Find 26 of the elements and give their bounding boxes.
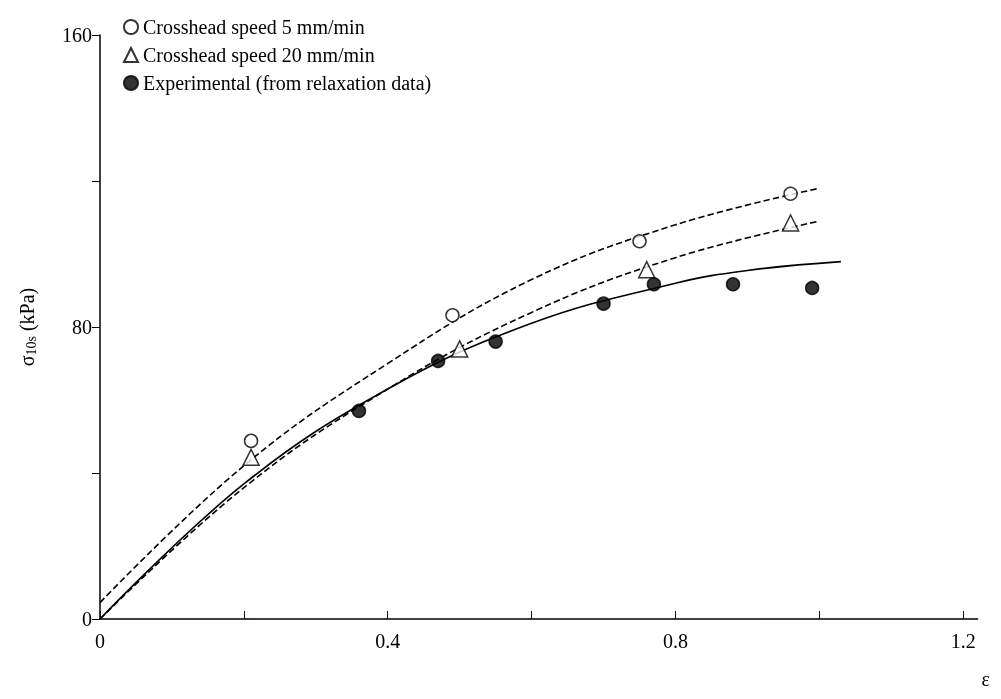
point — [243, 433, 259, 449]
point — [725, 277, 741, 292]
point — [596, 296, 611, 311]
point — [783, 186, 798, 202]
point — [242, 448, 260, 467]
x-tick-label: 0.4 — [375, 630, 401, 652]
point — [646, 277, 662, 292]
legend-label: Crosshead speed 5 mm/min — [143, 16, 365, 39]
point — [430, 353, 446, 369]
y-tick-label: 80 — [72, 316, 92, 338]
point — [450, 340, 469, 358]
legend-label: Experimental (from relaxation data) — [143, 72, 432, 95]
point — [637, 260, 656, 279]
point — [445, 308, 460, 323]
point — [632, 233, 647, 249]
x-axis-title: ε — [981, 668, 991, 690]
y-tick-label: 160 — [62, 24, 92, 46]
x-tick-label: 1.2 — [950, 630, 976, 652]
point — [804, 280, 820, 296]
point — [351, 403, 367, 419]
x-tick-label: 0.8 — [662, 630, 688, 652]
y-tick-label: 0 — [82, 608, 92, 630]
legend-label: Crosshead speed 20 mm/min — [143, 44, 375, 67]
point — [488, 334, 503, 349]
y-axis-title: σ10s (kPa) — [16, 287, 39, 367]
point — [781, 214, 800, 232]
